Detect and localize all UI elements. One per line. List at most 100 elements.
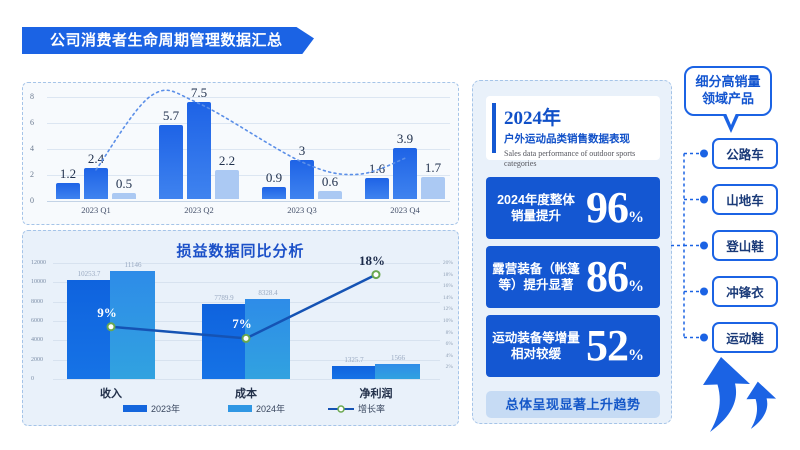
header-year: 2024年 bbox=[504, 108, 562, 129]
x-axis-label: 2023 Q1 bbox=[81, 205, 111, 215]
x-axis-label: 成本 bbox=[235, 388, 257, 400]
stat-value: 86 bbox=[586, 252, 629, 301]
y-axis-tick-right: 2% bbox=[445, 364, 453, 371]
legend-swatch bbox=[123, 405, 147, 412]
bar bbox=[290, 160, 314, 199]
bar-2024年 bbox=[110, 271, 155, 379]
growth-rate-label: 9% bbox=[97, 304, 117, 320]
legend-增长率: 增长率 bbox=[328, 402, 385, 415]
bar-value-label: 2.4 bbox=[87, 150, 105, 166]
bar-column: 3 bbox=[290, 143, 314, 199]
bar-value-label: 3 bbox=[298, 143, 306, 158]
legend-swatch bbox=[228, 405, 252, 412]
bar bbox=[187, 101, 211, 199]
bar-column: 1.6 bbox=[365, 161, 389, 199]
gridline bbox=[53, 379, 440, 380]
bar-group: 0.9 3 0.6 bbox=[262, 143, 342, 199]
bar bbox=[159, 124, 183, 199]
y-axis-tick-left: 12000 bbox=[31, 260, 46, 266]
y-axis-tick: 0 bbox=[30, 196, 34, 205]
y-axis-tick-right: 6% bbox=[445, 341, 453, 348]
y-axis-tick-right: 20% bbox=[442, 260, 453, 266]
stat-label-line: 运动装备等增量 bbox=[492, 330, 580, 345]
gridline bbox=[47, 175, 450, 176]
bar-2023年 bbox=[67, 279, 111, 379]
page-title: 公司消费者生命周期管理数据汇总 bbox=[22, 27, 314, 54]
bar-2024年 bbox=[375, 363, 420, 379]
connector-lines bbox=[671, 149, 708, 342]
gridline bbox=[47, 201, 450, 202]
header-subtitle-en: Sales data performance of outdoor sports… bbox=[504, 149, 636, 168]
sales-summary-panel: 2024年 户外运动品类销售数据表现 Sales data performanc… bbox=[472, 80, 672, 424]
bubble-line: 细分高销量 bbox=[695, 74, 761, 90]
bar-value-label: 0.9 bbox=[265, 170, 283, 186]
profit-loss-chart-title: 损益数据同比分析 bbox=[176, 243, 305, 260]
summary-footer: 总体呈现显著上升趋势 bbox=[486, 391, 660, 418]
bar-column: 1.7 bbox=[421, 160, 445, 199]
bar-2023年 bbox=[332, 366, 376, 379]
growth-rate-label: 7% bbox=[232, 316, 252, 332]
product-item-3: 登山鞋 bbox=[712, 230, 778, 261]
bar-column: 0.5 bbox=[112, 176, 136, 199]
bubble-tail-inner bbox=[725, 111, 737, 125]
y-axis-tick-left: 8000 bbox=[31, 298, 43, 305]
high-sales-bubble: 细分高销量 领域产品 bbox=[684, 66, 772, 116]
bar-value-label: 0.6 bbox=[321, 174, 339, 190]
stat-number: 52% bbox=[586, 324, 644, 368]
stat-label-line: 相对较缓 bbox=[510, 347, 561, 361]
legend-label: 增长率 bbox=[358, 404, 386, 414]
bar bbox=[215, 170, 239, 199]
y-axis-tick-right: 12% bbox=[442, 306, 453, 313]
y-axis-tick-left: 6000 bbox=[31, 318, 43, 324]
bar-value-label: 11146 bbox=[124, 261, 142, 270]
header-accent-bar bbox=[492, 103, 496, 153]
bar-column: 0.6 bbox=[318, 174, 342, 199]
bar-column: 0.9 bbox=[262, 170, 286, 199]
growth-arrows-icon bbox=[703, 357, 777, 432]
stat-label-line: 销量提升 bbox=[510, 209, 561, 223]
y-axis-tick-right: 4% bbox=[445, 352, 453, 359]
bar-value-label: 7.5 bbox=[190, 84, 208, 100]
product-item-4: 冲锋衣 bbox=[712, 276, 778, 307]
bar-value-label: 3.9 bbox=[396, 131, 414, 147]
bar-column: 1.2 bbox=[56, 166, 80, 199]
legend-label: 2023年 bbox=[151, 404, 181, 414]
y-axis-tick-left: 2000 bbox=[31, 356, 43, 363]
stat-label-line: 露营装备（帐篷 bbox=[492, 261, 580, 276]
bar bbox=[318, 191, 342, 199]
bar-value-label: 1566 bbox=[391, 353, 405, 362]
gridline bbox=[47, 123, 450, 124]
bar-group: 5.7 7.5 2.2 bbox=[159, 84, 239, 199]
bar bbox=[365, 178, 389, 199]
legend-line-marker bbox=[328, 404, 354, 413]
y-axis-tick-right: 10% bbox=[442, 318, 453, 324]
y-axis-tick-right: 16% bbox=[442, 283, 453, 290]
bar-value-label: 1.7 bbox=[424, 159, 442, 175]
legend-2024年: 2024年 bbox=[228, 402, 285, 415]
bar-column: 2.4 bbox=[84, 151, 108, 199]
bar bbox=[421, 176, 445, 199]
product-item-1: 公路车 bbox=[712, 138, 778, 169]
bubble-line: 领域产品 bbox=[701, 91, 754, 106]
y-axis-tick-right: 18% bbox=[442, 271, 453, 278]
legend-2023年: 2023年 bbox=[123, 402, 180, 415]
bar-value-label: 10253.7 bbox=[77, 269, 101, 278]
bar-2023年 bbox=[202, 303, 246, 379]
y-axis-tick: 8 bbox=[30, 92, 34, 101]
stat-label: 运动装备等增量 相对较缓 bbox=[486, 330, 586, 363]
bar-column: 3.9 bbox=[393, 131, 417, 199]
stat-unit: % bbox=[628, 278, 644, 295]
y-axis-tick: 6 bbox=[30, 118, 34, 127]
stat-unit: % bbox=[628, 347, 644, 364]
bar bbox=[112, 192, 136, 199]
y-axis-tick-left: 0 bbox=[31, 376, 34, 382]
bar-value-label: 7789.9 bbox=[214, 293, 234, 302]
stat-value: 52 bbox=[586, 321, 629, 370]
x-axis-label: 净利润 bbox=[359, 388, 393, 400]
bar-column: 2.2 bbox=[215, 153, 239, 199]
y-axis-tick-right: 14% bbox=[442, 294, 453, 301]
stat-card: 露营装备（帐篷 等）提升显著 86% bbox=[486, 246, 660, 308]
bar-value-label: 2.2 bbox=[218, 153, 236, 169]
bar-value-label: 8328.4 bbox=[258, 288, 278, 297]
bar bbox=[393, 148, 417, 199]
